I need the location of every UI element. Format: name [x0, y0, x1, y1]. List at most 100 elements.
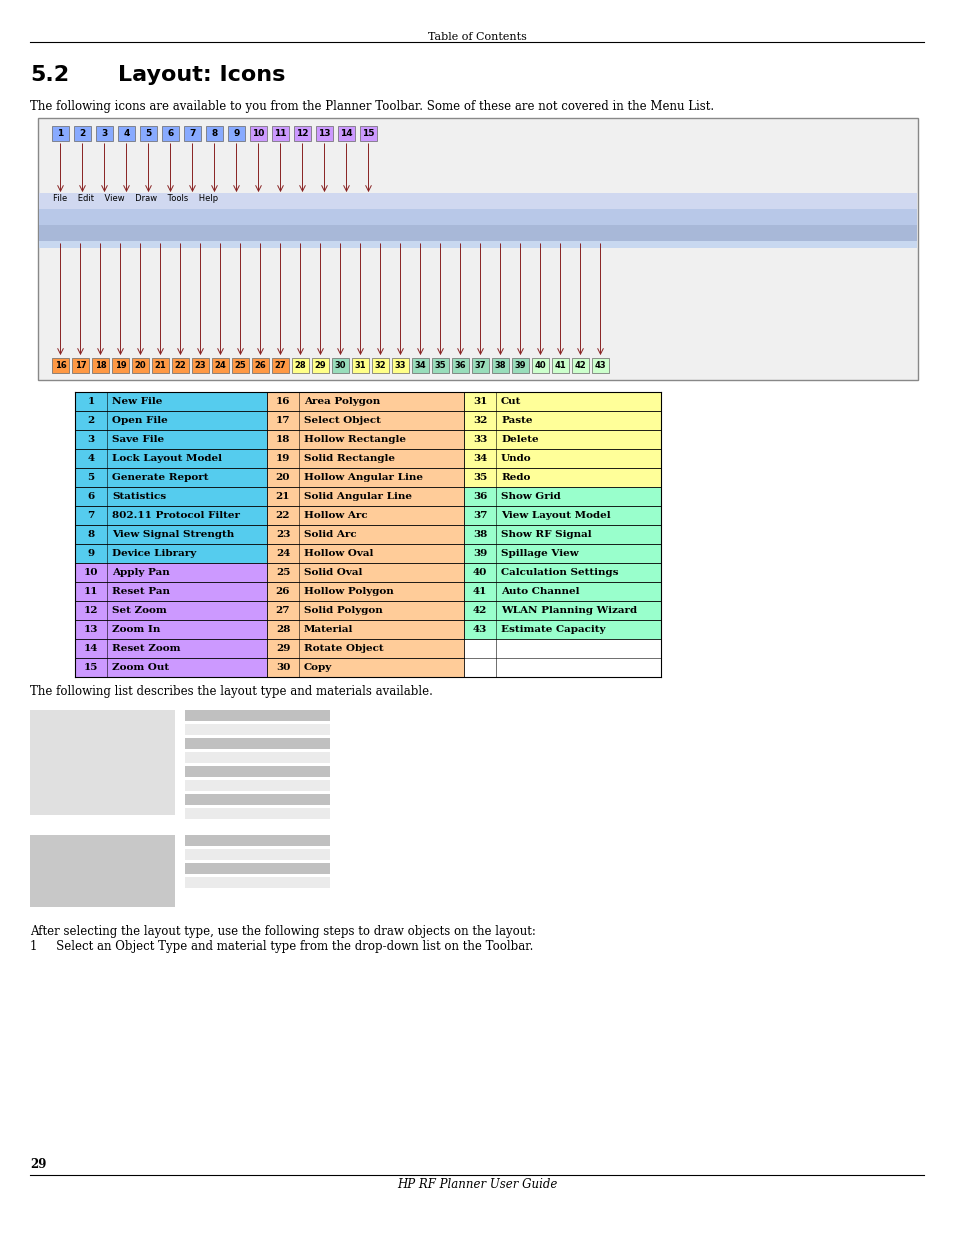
Text: Solid Polygon: Solid Polygon: [304, 606, 382, 615]
Bar: [463, 430, 660, 450]
Bar: [185, 848, 330, 860]
Bar: [267, 450, 463, 468]
Bar: [228, 126, 245, 141]
Text: 7: 7: [88, 511, 94, 520]
Text: 19: 19: [114, 361, 126, 370]
Text: 4: 4: [88, 454, 94, 463]
Bar: [552, 358, 568, 373]
Text: 39: 39: [515, 361, 526, 370]
Bar: [463, 525, 660, 543]
Bar: [75, 563, 267, 582]
Text: 43: 43: [594, 361, 606, 370]
Bar: [272, 358, 289, 373]
Bar: [39, 225, 916, 241]
Bar: [30, 710, 174, 815]
Text: 17: 17: [74, 361, 86, 370]
Text: 24: 24: [275, 550, 290, 558]
Text: New File: New File: [112, 396, 162, 406]
Text: 25: 25: [275, 568, 290, 577]
Bar: [132, 358, 149, 373]
Bar: [267, 411, 463, 430]
Bar: [312, 358, 329, 373]
Text: Undo: Undo: [500, 454, 531, 463]
Text: 6: 6: [88, 492, 94, 501]
Bar: [492, 358, 509, 373]
Text: Solid Rectangle: Solid Rectangle: [304, 454, 395, 463]
Bar: [267, 563, 463, 582]
Bar: [71, 358, 89, 373]
Text: Reset Zoom: Reset Zoom: [112, 643, 180, 653]
Bar: [185, 794, 330, 805]
Text: 39: 39: [473, 550, 487, 558]
Bar: [292, 358, 309, 373]
Text: 38: 38: [473, 530, 487, 538]
Bar: [463, 487, 660, 506]
Bar: [352, 358, 369, 373]
Text: 8: 8: [88, 530, 94, 538]
Text: 20: 20: [134, 361, 146, 370]
Bar: [75, 468, 267, 487]
Text: 3: 3: [88, 435, 94, 445]
Text: Delete: Delete: [500, 435, 538, 445]
Bar: [463, 620, 660, 638]
Bar: [392, 358, 409, 373]
Bar: [432, 358, 449, 373]
Bar: [212, 358, 229, 373]
Text: Rotate Object: Rotate Object: [304, 643, 383, 653]
Text: 43: 43: [473, 625, 487, 634]
Text: 21: 21: [275, 492, 290, 501]
Text: 1: 1: [88, 396, 94, 406]
Bar: [332, 358, 349, 373]
Bar: [118, 126, 135, 141]
Bar: [162, 126, 179, 141]
Bar: [75, 391, 267, 411]
Text: 28: 28: [275, 625, 290, 634]
Bar: [112, 358, 129, 373]
Bar: [75, 430, 267, 450]
Bar: [185, 752, 330, 763]
Bar: [39, 193, 916, 209]
Text: 40: 40: [473, 568, 487, 577]
Text: 29: 29: [30, 1158, 47, 1171]
Text: View Layout Model: View Layout Model: [500, 511, 610, 520]
Text: Layout: Icons: Layout: Icons: [118, 65, 285, 85]
Bar: [75, 411, 267, 430]
Bar: [267, 582, 463, 601]
Text: 36: 36: [455, 361, 466, 370]
Bar: [572, 358, 588, 373]
Bar: [315, 126, 333, 141]
Bar: [91, 358, 109, 373]
Bar: [463, 391, 660, 411]
Text: 35: 35: [435, 361, 446, 370]
Text: Solid Oval: Solid Oval: [304, 568, 362, 577]
Bar: [185, 835, 330, 846]
Text: Hollow Angular Line: Hollow Angular Line: [304, 473, 422, 482]
Text: 42: 42: [574, 361, 586, 370]
Bar: [532, 358, 548, 373]
Text: Area Polygon: Area Polygon: [304, 396, 380, 406]
Text: The following list describes the layout type and materials available.: The following list describes the layout …: [30, 685, 433, 698]
Bar: [185, 863, 330, 874]
Text: Calculation Settings: Calculation Settings: [500, 568, 618, 577]
Text: 41: 41: [554, 361, 566, 370]
Text: Lock Layout Model: Lock Layout Model: [112, 454, 222, 463]
Bar: [52, 126, 69, 141]
Text: After selecting the layout type, use the following steps to draw objects on the : After selecting the layout type, use the…: [30, 925, 536, 939]
Text: 12: 12: [296, 128, 309, 138]
Text: 1     Select an Object Type and material type from the drop-down list on the Too: 1 Select an Object Type and material typ…: [30, 940, 533, 953]
Text: Solid Arc: Solid Arc: [304, 530, 356, 538]
Text: 31: 31: [473, 396, 487, 406]
Bar: [372, 358, 389, 373]
Text: Set Zoom: Set Zoom: [112, 606, 167, 615]
Text: 802.11 Protocol Filter: 802.11 Protocol Filter: [112, 511, 240, 520]
Bar: [185, 877, 330, 888]
Bar: [267, 430, 463, 450]
Text: 25: 25: [234, 361, 246, 370]
Text: 26: 26: [275, 587, 290, 597]
Text: 14: 14: [84, 643, 98, 653]
Bar: [152, 358, 169, 373]
Bar: [96, 126, 112, 141]
Text: Paste: Paste: [500, 416, 532, 425]
Text: 15: 15: [362, 128, 375, 138]
Bar: [30, 835, 174, 906]
